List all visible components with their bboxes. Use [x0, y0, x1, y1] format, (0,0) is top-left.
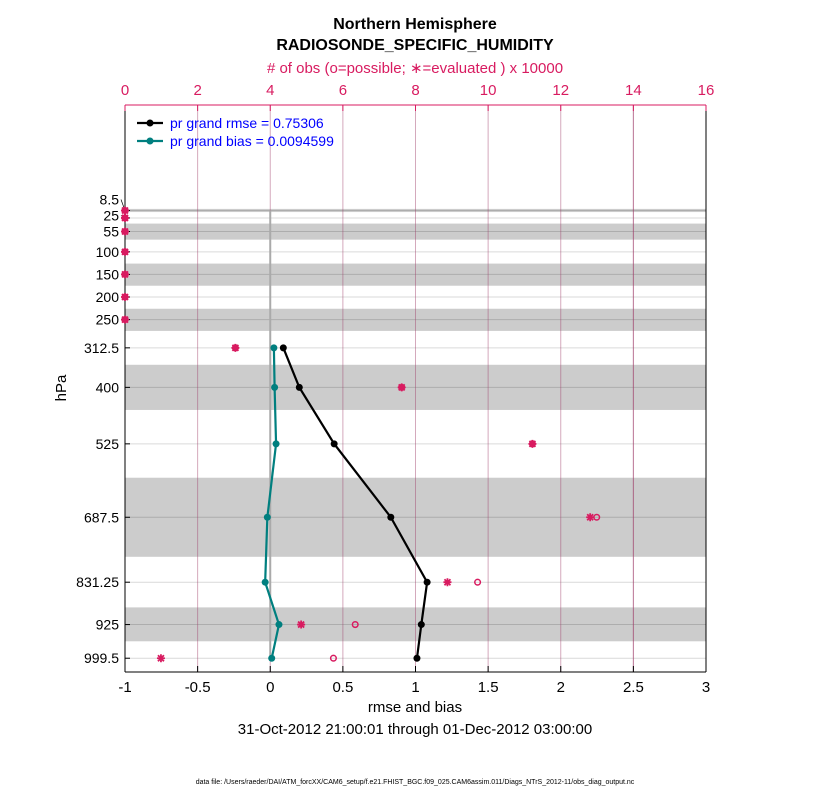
obs-evaluated-marker — [231, 343, 240, 352]
y-tick-label: 525 — [96, 436, 120, 452]
obs-tick-label: 10 — [480, 82, 497, 99]
x-tick-label: -1 — [118, 679, 131, 696]
obs-evaluated-marker — [121, 293, 129, 302]
obs-evaluated-marker — [397, 383, 406, 392]
y-tick-label: 400 — [96, 379, 120, 395]
obs-evaluated-marker — [121, 206, 129, 215]
rmse-point — [279, 344, 287, 352]
obs-evaluated-marker — [121, 315, 129, 324]
obs-tick-label: 2 — [193, 82, 201, 99]
x-tick-label: 0 — [266, 679, 274, 696]
chart-title: Northern Hemisphere — [333, 16, 497, 33]
y-tick-label: 100 — [96, 244, 120, 260]
y-tick-label: 55 — [103, 224, 119, 240]
y-tick-label: 312.5 — [84, 340, 119, 356]
obs-evaluated-marker — [586, 513, 595, 522]
obs-evaluated-marker — [121, 270, 129, 279]
y-axis-label: hPa — [53, 374, 70, 401]
obs-possible-marker — [474, 578, 482, 586]
x-tick-label: 2.5 — [623, 679, 644, 696]
obs-evaluated-marker — [297, 620, 306, 629]
shaded-layer — [125, 208, 706, 213]
obs-tick-label: 4 — [266, 82, 274, 99]
y-tick-label: 999.5 — [84, 650, 119, 666]
x-tick-label: 0.5 — [332, 679, 353, 696]
bias-point — [270, 344, 278, 352]
x-tick-label: 1 — [411, 679, 419, 696]
chart-subtitle: RADIOSONDE_SPECIFIC_HUMIDITY — [276, 37, 554, 54]
x-tick-label: 2 — [557, 679, 565, 696]
obs-evaluated-marker — [121, 213, 129, 222]
obs-evaluated-marker — [443, 578, 452, 587]
obs-evaluated-marker — [156, 654, 165, 663]
obs-tick-label: 16 — [698, 82, 715, 99]
bias-point — [272, 440, 280, 448]
y-tick-label: 8.5 — [100, 192, 120, 208]
shaded-layer — [125, 364, 706, 410]
obs-evaluated-marker — [528, 439, 537, 448]
obs-axis-label: # of obs (o=possible; ∗=evaluated ) x 10… — [267, 60, 563, 77]
shaded-layer — [125, 607, 706, 642]
obs-possible-marker — [351, 621, 359, 629]
y-tick-label: 925 — [96, 617, 120, 633]
obs-tick-label: 6 — [339, 82, 347, 99]
rmse-point — [423, 578, 431, 586]
y-tick-label: 831.25 — [76, 574, 119, 590]
obs-tick-label: 14 — [625, 82, 642, 99]
rmse-point — [295, 383, 303, 391]
date-range: 31-Oct-2012 21:00:01 through 01-Dec-2012… — [238, 721, 592, 738]
rmse-point — [387, 513, 395, 521]
legend-marker — [146, 137, 154, 145]
bias-point — [268, 654, 276, 662]
footnote: data file: /Users/raeder/DAI/ATM_forcXX/… — [196, 779, 635, 786]
rmse-point — [330, 440, 338, 448]
legend-label: pr grand bias = 0.0094599 — [170, 133, 334, 149]
obs-tick-label: 0 — [121, 82, 129, 99]
legend-label: pr grand rmse = 0.75306 — [170, 115, 324, 131]
obs-tick-label: 8 — [411, 82, 419, 99]
x-axis-label: rmse and bias — [368, 699, 462, 716]
y-tick-label: 250 — [96, 312, 120, 328]
y-tick-label: 150 — [96, 266, 120, 282]
shaded-layer — [125, 477, 706, 557]
bias-point — [271, 383, 279, 391]
rmse-point — [413, 654, 421, 662]
bias-point — [261, 578, 269, 586]
obs-evaluated-marker — [121, 247, 129, 256]
bias-point — [263, 513, 271, 521]
x-tick-label: -0.5 — [185, 679, 211, 696]
legend-marker — [146, 119, 154, 127]
rmse-point — [417, 621, 425, 629]
x-tick-label: 3 — [702, 679, 710, 696]
y-tick-label: 25 — [103, 208, 119, 224]
y-tick-label: 200 — [96, 289, 120, 305]
obs-evaluated-marker — [121, 227, 129, 236]
y-tick-label: 687.5 — [84, 509, 119, 525]
x-tick-label: 1.5 — [478, 679, 499, 696]
bias-point — [275, 621, 283, 629]
obs-tick-label: 12 — [552, 82, 569, 99]
obs-possible-marker — [329, 654, 337, 662]
